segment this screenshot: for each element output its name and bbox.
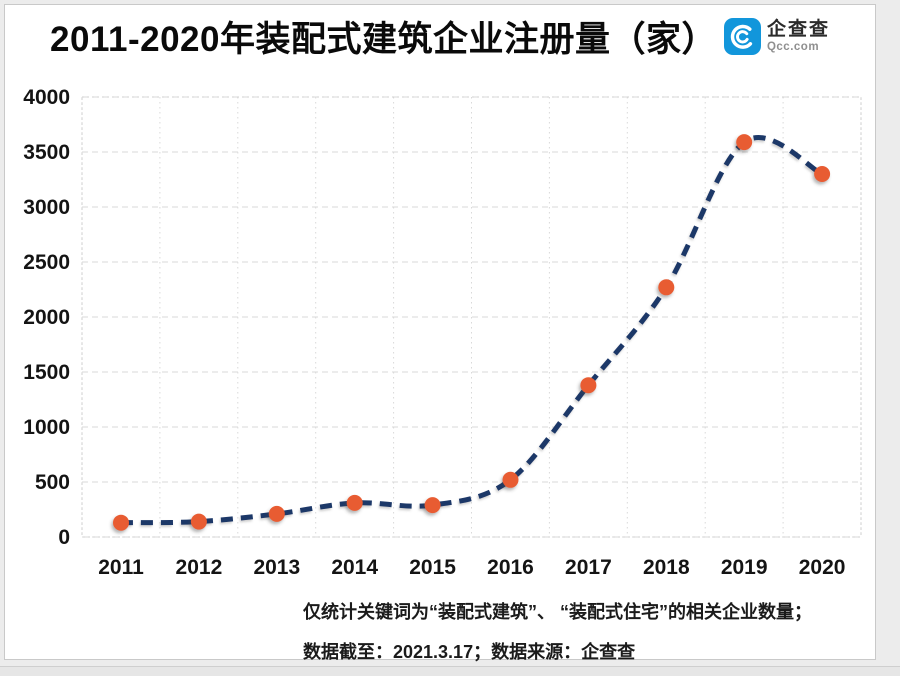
data-point <box>658 279 675 296</box>
x-tick-label: 2018 <box>643 556 690 579</box>
y-tick-label: 0 <box>58 526 70 549</box>
data-point <box>346 494 363 511</box>
x-axis-labels: 2011 2012 2013 2014 2015 2016 2017 2018 2019 2020 <box>98 556 845 579</box>
data-point <box>190 513 207 530</box>
x-tick-label: 2015 <box>409 556 456 579</box>
y-tick-label: 1000 <box>23 416 70 439</box>
y-tick-label: 3500 <box>23 141 70 164</box>
bottom-strip <box>0 666 900 676</box>
y-tick-label: 2500 <box>23 251 70 274</box>
qcc-logo-text: 企查查 Qcc.com <box>766 18 830 54</box>
x-tick-label: 2017 <box>565 556 612 579</box>
data-point <box>580 377 597 394</box>
x-tick-label: 2020 <box>799 556 846 579</box>
data-point <box>268 505 285 522</box>
x-tick-label: 2014 <box>331 556 378 579</box>
data-point <box>736 134 753 151</box>
data-point <box>113 514 129 531</box>
data-point <box>814 166 831 182</box>
data-point <box>502 471 519 488</box>
qcc-logo-domain: Qcc.com <box>766 40 820 53</box>
x-tick-label: 2012 <box>176 556 223 579</box>
footer-note-line2: 数据截至：2021.3.17；数据来源：企查查 <box>303 642 636 662</box>
qcc-logo-icon <box>723 18 761 55</box>
series-line <box>120 135 824 526</box>
x-tick-label: 2013 <box>253 556 300 579</box>
x-tick-label: 2019 <box>721 556 768 579</box>
y-tick-label: 2000 <box>23 306 70 329</box>
header: 2011-2020年装配式建筑企业注册量（家） 企查查 Qcc.com <box>0 11 880 62</box>
x-tick-label: 2016 <box>487 556 534 579</box>
y-axis-labels: 0 500 1000 1500 2000 2500 3000 3500 4000 <box>23 86 70 549</box>
footer-note-line1: 仅统计关键词为“装配式建筑”、 “装配式住宅”的相关企业数量； <box>303 602 812 622</box>
qcc-logo-name: 企查查 <box>766 18 830 40</box>
data-point <box>424 497 441 514</box>
y-tick-label: 3000 <box>23 196 70 219</box>
y-tick-label: 1500 <box>23 361 70 384</box>
y-tick-label: 4000 <box>23 86 70 109</box>
chart-panel <box>4 4 876 660</box>
y-tick-label: 500 <box>35 471 70 494</box>
chart-title: 2011-2020年装配式建筑企业注册量（家） <box>50 20 717 59</box>
x-tick-label: 2011 <box>98 556 144 579</box>
qcc-logo: 企查查 Qcc.com <box>723 18 830 55</box>
spiral-c-icon <box>730 24 753 49</box>
footer-note: 仅统计关键词为“装配式建筑”、 “装配式住宅”的相关企业数量； 数据截至：202… <box>303 592 812 672</box>
data-points <box>113 134 831 531</box>
